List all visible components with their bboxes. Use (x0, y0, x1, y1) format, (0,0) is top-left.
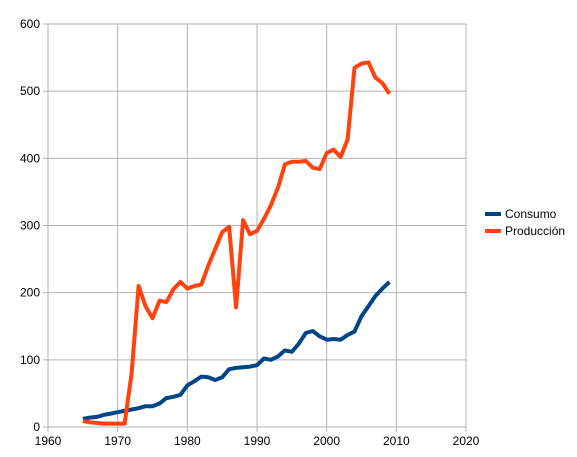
x-tick-label: 1980 (174, 434, 201, 448)
y-tick-label: 0 (33, 420, 40, 434)
x-tick-label: 2020 (453, 434, 480, 448)
y-tick-label: 500 (20, 84, 40, 98)
y-tick-label: 400 (20, 151, 40, 165)
axes: 0 100 200 300 400 500 600 1960 1970 1980 1990 2000 2… (20, 17, 480, 448)
x-tick-label: 2000 (313, 434, 340, 448)
legend: Consumo Producción (485, 207, 565, 238)
y-tick-label: 100 (20, 353, 40, 367)
legend-label: Producción (505, 224, 565, 238)
y-tick-label: 200 (20, 286, 40, 300)
x-tick-label: 1960 (35, 434, 62, 448)
x-tick-label: 1990 (244, 434, 271, 448)
series-lines (82, 60, 392, 426)
y-tick-label: 300 (20, 219, 40, 233)
x-tick-label: 1970 (104, 434, 131, 448)
x-tick-label: 2010 (383, 434, 410, 448)
plot-area-border (47, 23, 467, 428)
series-line-producci-n (82, 60, 392, 426)
y-tick-label: 600 (20, 17, 40, 31)
legend-label: Consumo (505, 207, 557, 221)
series-line-consumo (82, 280, 391, 421)
